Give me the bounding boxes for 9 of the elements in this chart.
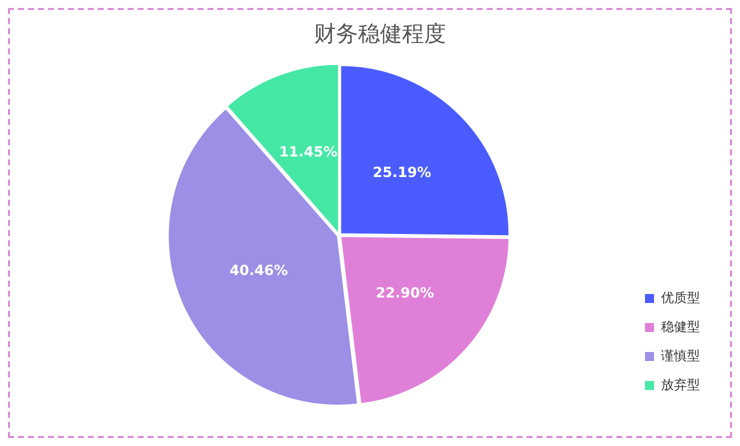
legend-label: 放弃型 — [661, 376, 700, 393]
chart-title: 财务稳健程度 — [314, 22, 446, 47]
data-label: 25.19% — [372, 164, 432, 181]
legend-label: 谨慎型 — [661, 348, 700, 364]
legend-label: 优质型 — [661, 290, 700, 306]
legend-label: 稳健型 — [661, 320, 700, 335]
data-label: 11.45% — [279, 144, 338, 160]
data-label: 40.46% — [230, 262, 288, 279]
data-label: 22.90% — [376, 286, 434, 302]
